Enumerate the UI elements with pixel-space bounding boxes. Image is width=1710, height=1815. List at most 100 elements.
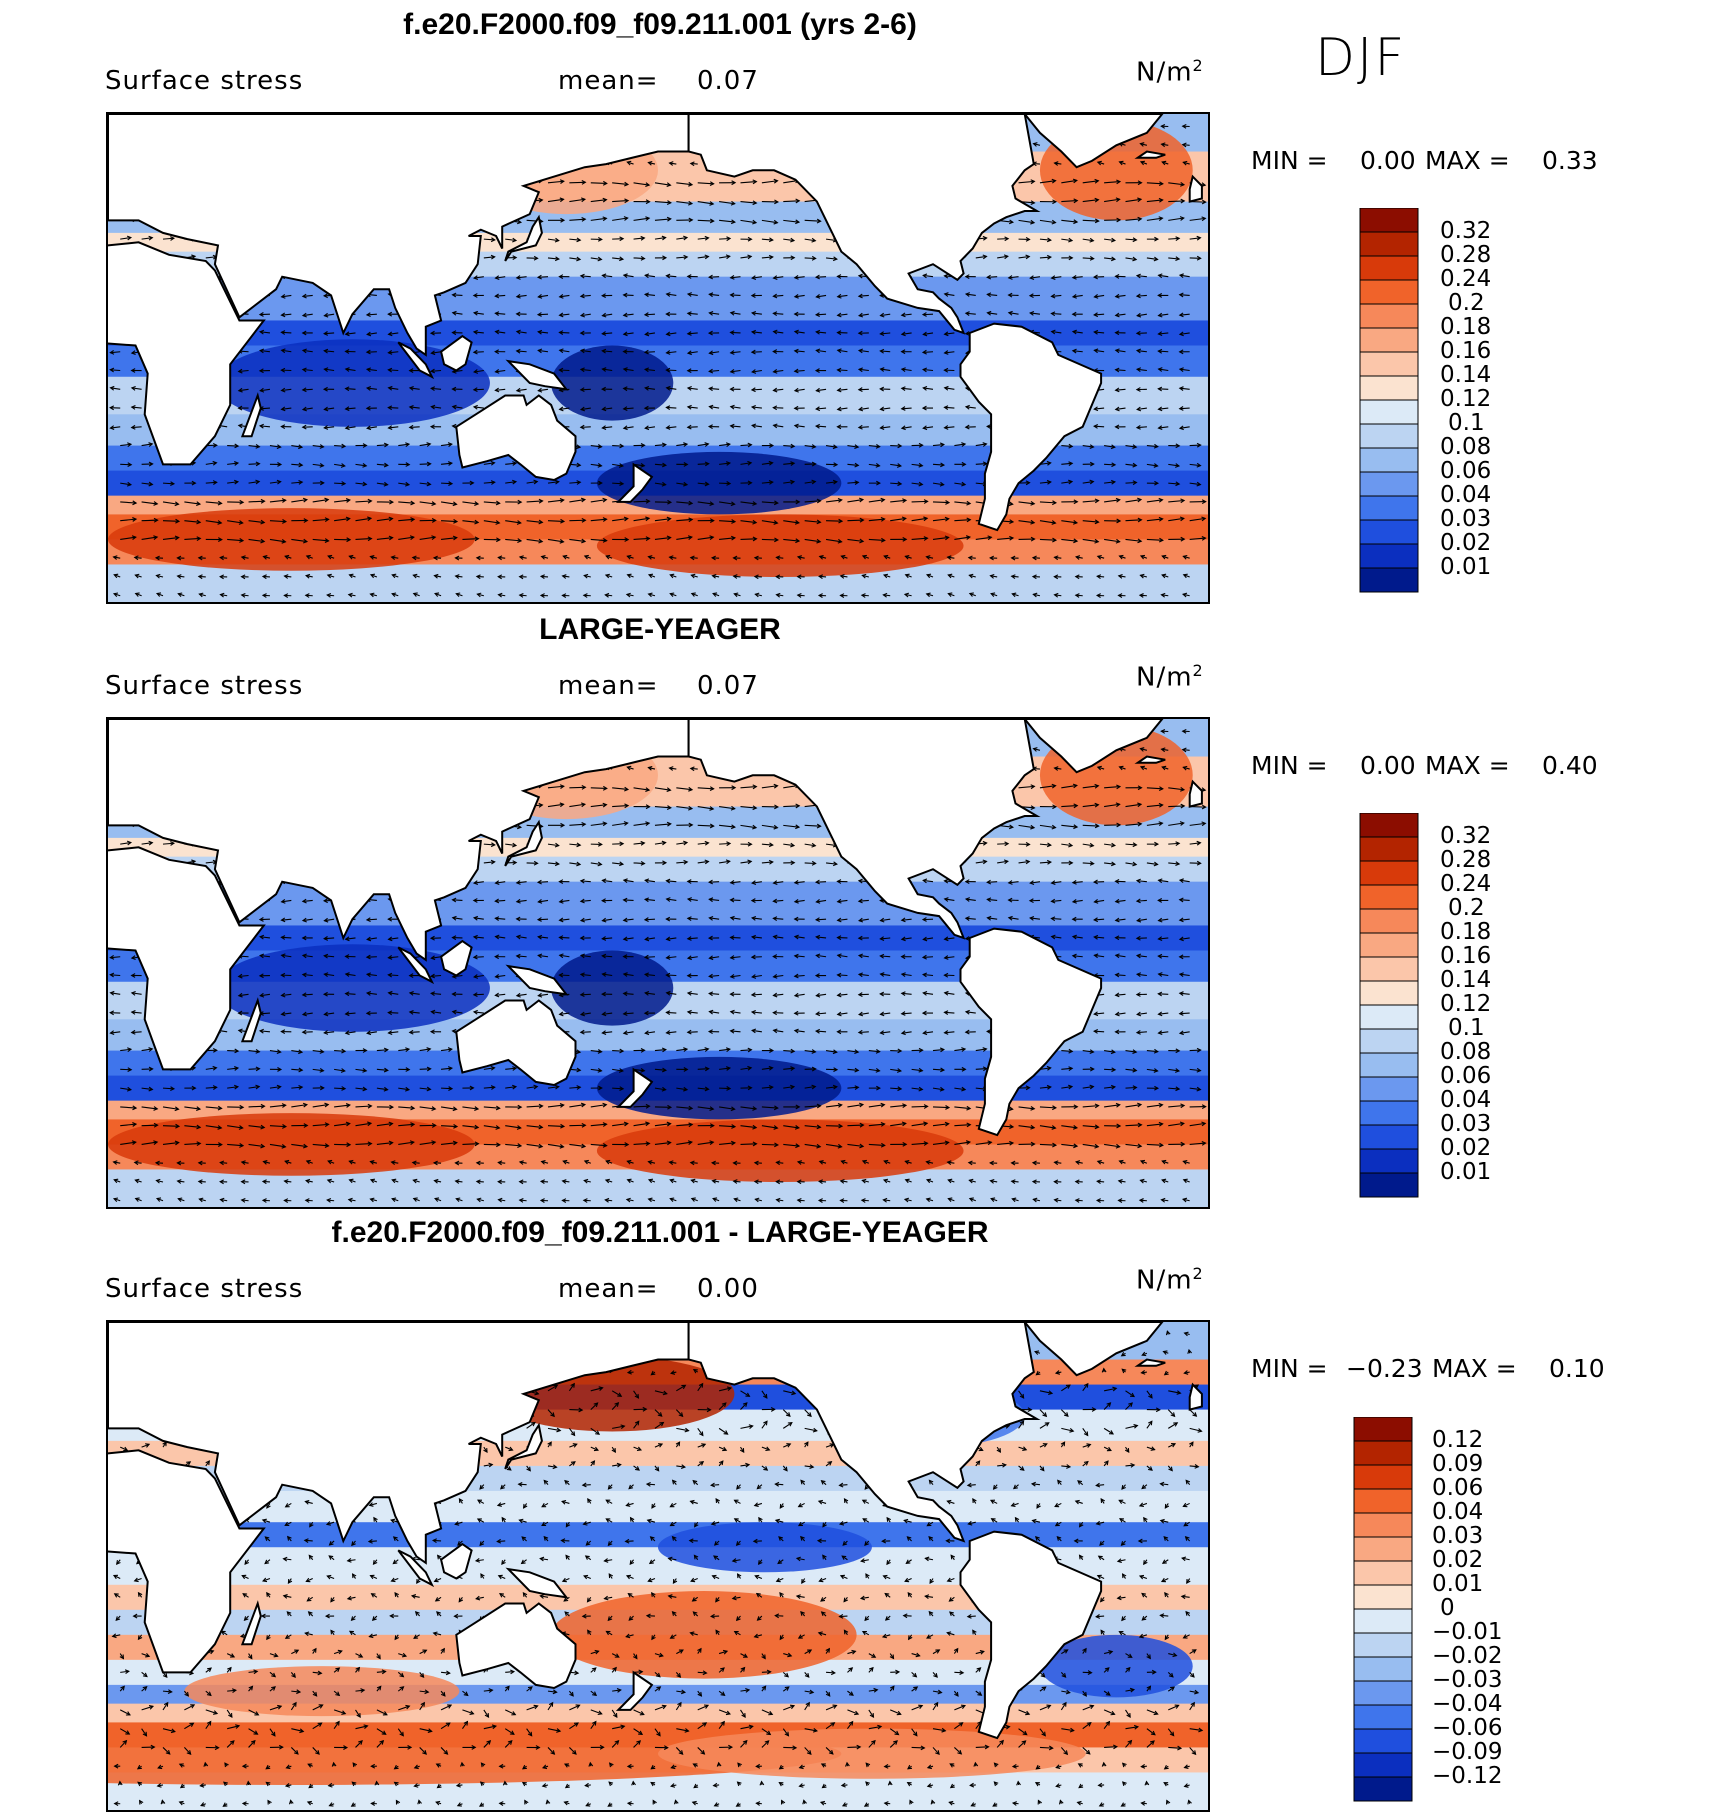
colorbar-swatch [1353, 1728, 1413, 1754]
continent-outline [1134, 150, 1166, 159]
colorbar-tick-label: 0.06 [1440, 1063, 1492, 1089]
colorbar-swatch [1359, 1028, 1419, 1054]
colorbar-swatch [1353, 1656, 1413, 1682]
panel-3-units: N/m2 [1136, 1264, 1204, 1296]
continent-outline [240, 392, 262, 438]
panel-1-colorbar [1359, 208, 1419, 593]
continent-outline [615, 1670, 654, 1711]
panel-3-colorbar [1353, 1417, 1413, 1802]
continent-outline [615, 462, 654, 503]
colorbar-swatch [1359, 980, 1419, 1006]
continent-outline [505, 964, 569, 996]
panel-3-max-value: 0.10 [1549, 1354, 1605, 1383]
colorbar-tick-label: 0.18 [1440, 314, 1492, 340]
continent-outline [505, 359, 569, 391]
colorbar-swatch [1353, 1512, 1413, 1538]
colorbar-swatch [1359, 1052, 1419, 1078]
colorbar-tick-label: 0.02 [1440, 1135, 1492, 1161]
colorbar-swatch [1353, 1752, 1413, 1778]
colorbar-swatch [1359, 860, 1419, 886]
panel-3-max-label: MAX = [1432, 1354, 1517, 1383]
continent-outline [1134, 1358, 1166, 1367]
colorbar-swatch [1359, 375, 1419, 401]
colorbar-tick-label: 0.12 [1440, 386, 1492, 412]
panel-1-max-label: MAX = [1425, 146, 1510, 175]
colorbar-swatch [1353, 1560, 1413, 1586]
colorbar-tick-label: 0.18 [1440, 919, 1492, 945]
panel-2-variable: Surface stress [105, 671, 304, 701]
continent-outline [455, 394, 577, 482]
field-band [108, 564, 1208, 602]
continent-outline [108, 719, 690, 962]
colorbar-tick-label: 0.08 [1440, 434, 1492, 460]
panel-1-max-value: 0.33 [1542, 146, 1598, 175]
continent-outline [108, 241, 266, 466]
colorbar-tick-label: 0.04 [1440, 1087, 1492, 1113]
continent-outline [108, 114, 690, 357]
field-blob [551, 1591, 857, 1679]
panel-1-min-value: 0.00 [1360, 146, 1416, 175]
field-blob [596, 514, 964, 577]
continent-outline [1134, 755, 1166, 764]
colorbar-tick-label: 0.14 [1440, 362, 1492, 388]
colorbar-tick-label: −0.12 [1432, 1763, 1503, 1789]
panel-2-min-label: MIN = [1251, 751, 1328, 780]
colorbar-swatch [1359, 255, 1419, 281]
continent-outline [687, 1322, 1041, 1543]
panel-3-map [106, 1320, 1210, 1812]
colorbar-tick-label: 0.01 [1440, 1159, 1492, 1185]
colorbar-tick-label: 0.03 [1432, 1523, 1484, 1549]
colorbar-tick-label: 0.12 [1440, 991, 1492, 1017]
colorbar-swatch [1359, 932, 1419, 958]
colorbar-tick-label: 0 [1440, 1595, 1455, 1621]
colorbar-tick-label: 0.06 [1432, 1475, 1484, 1501]
continent-outline [240, 997, 262, 1043]
continent-outline [504, 214, 543, 262]
colorbar-swatch [1353, 1632, 1413, 1658]
colorbar-swatch [1359, 567, 1419, 593]
field-blob [658, 1728, 1086, 1779]
continent-outline [1188, 174, 1203, 203]
colorbar-swatch [1359, 447, 1419, 473]
colorbar-tick-label: 0.24 [1440, 266, 1492, 292]
colorbar-swatch [1359, 351, 1419, 377]
field-band [108, 276, 1208, 321]
panel-3-mean-value: 0.00 [697, 1274, 759, 1304]
continent-outline [240, 1600, 262, 1646]
panel-2-mean-value: 0.07 [697, 671, 759, 701]
colorbar-swatch [1353, 1488, 1413, 1514]
continent-outline [439, 334, 473, 372]
colorbar-swatch [1359, 231, 1419, 257]
season-label: DJF [1315, 28, 1407, 88]
panel-1-min-label: MIN = [1251, 146, 1328, 175]
continent-outline [108, 1322, 690, 1565]
colorbar-swatch [1359, 279, 1419, 305]
continent-outline [397, 946, 435, 985]
colorbar-swatch [1359, 519, 1419, 545]
panel-2-min-value: 0.00 [1360, 751, 1416, 780]
colorbar-tick-label: −0.02 [1432, 1643, 1503, 1669]
panel-2-max-value: 0.40 [1542, 751, 1598, 780]
field-band [108, 1522, 1208, 1548]
continent-outline [959, 322, 1103, 532]
panel-3-mean-label: mean= [558, 1274, 659, 1304]
continent-outline [1188, 1382, 1203, 1411]
continent-outline [959, 1530, 1103, 1740]
continent-outline [504, 1422, 543, 1470]
continent-outline [108, 846, 266, 1071]
colorbar-swatch [1359, 1100, 1419, 1126]
colorbar-swatch [1353, 1536, 1413, 1562]
panel-2-units: N/m2 [1136, 661, 1204, 693]
colorbar-tick-label: 0.01 [1440, 554, 1492, 580]
continent-outline [108, 1449, 266, 1674]
colorbar-tick-label: −0.04 [1432, 1691, 1503, 1717]
field-blob [108, 1722, 842, 1785]
panel-1-units: N/m2 [1136, 56, 1204, 88]
colorbar-tick-label: 0.16 [1440, 338, 1492, 364]
field-blob [596, 1119, 964, 1182]
panel-2-mean-label: mean= [558, 671, 659, 701]
colorbar-swatch [1359, 208, 1419, 233]
field-blob [551, 950, 674, 1026]
field-band [108, 1490, 1208, 1523]
continent-outline [504, 819, 543, 867]
